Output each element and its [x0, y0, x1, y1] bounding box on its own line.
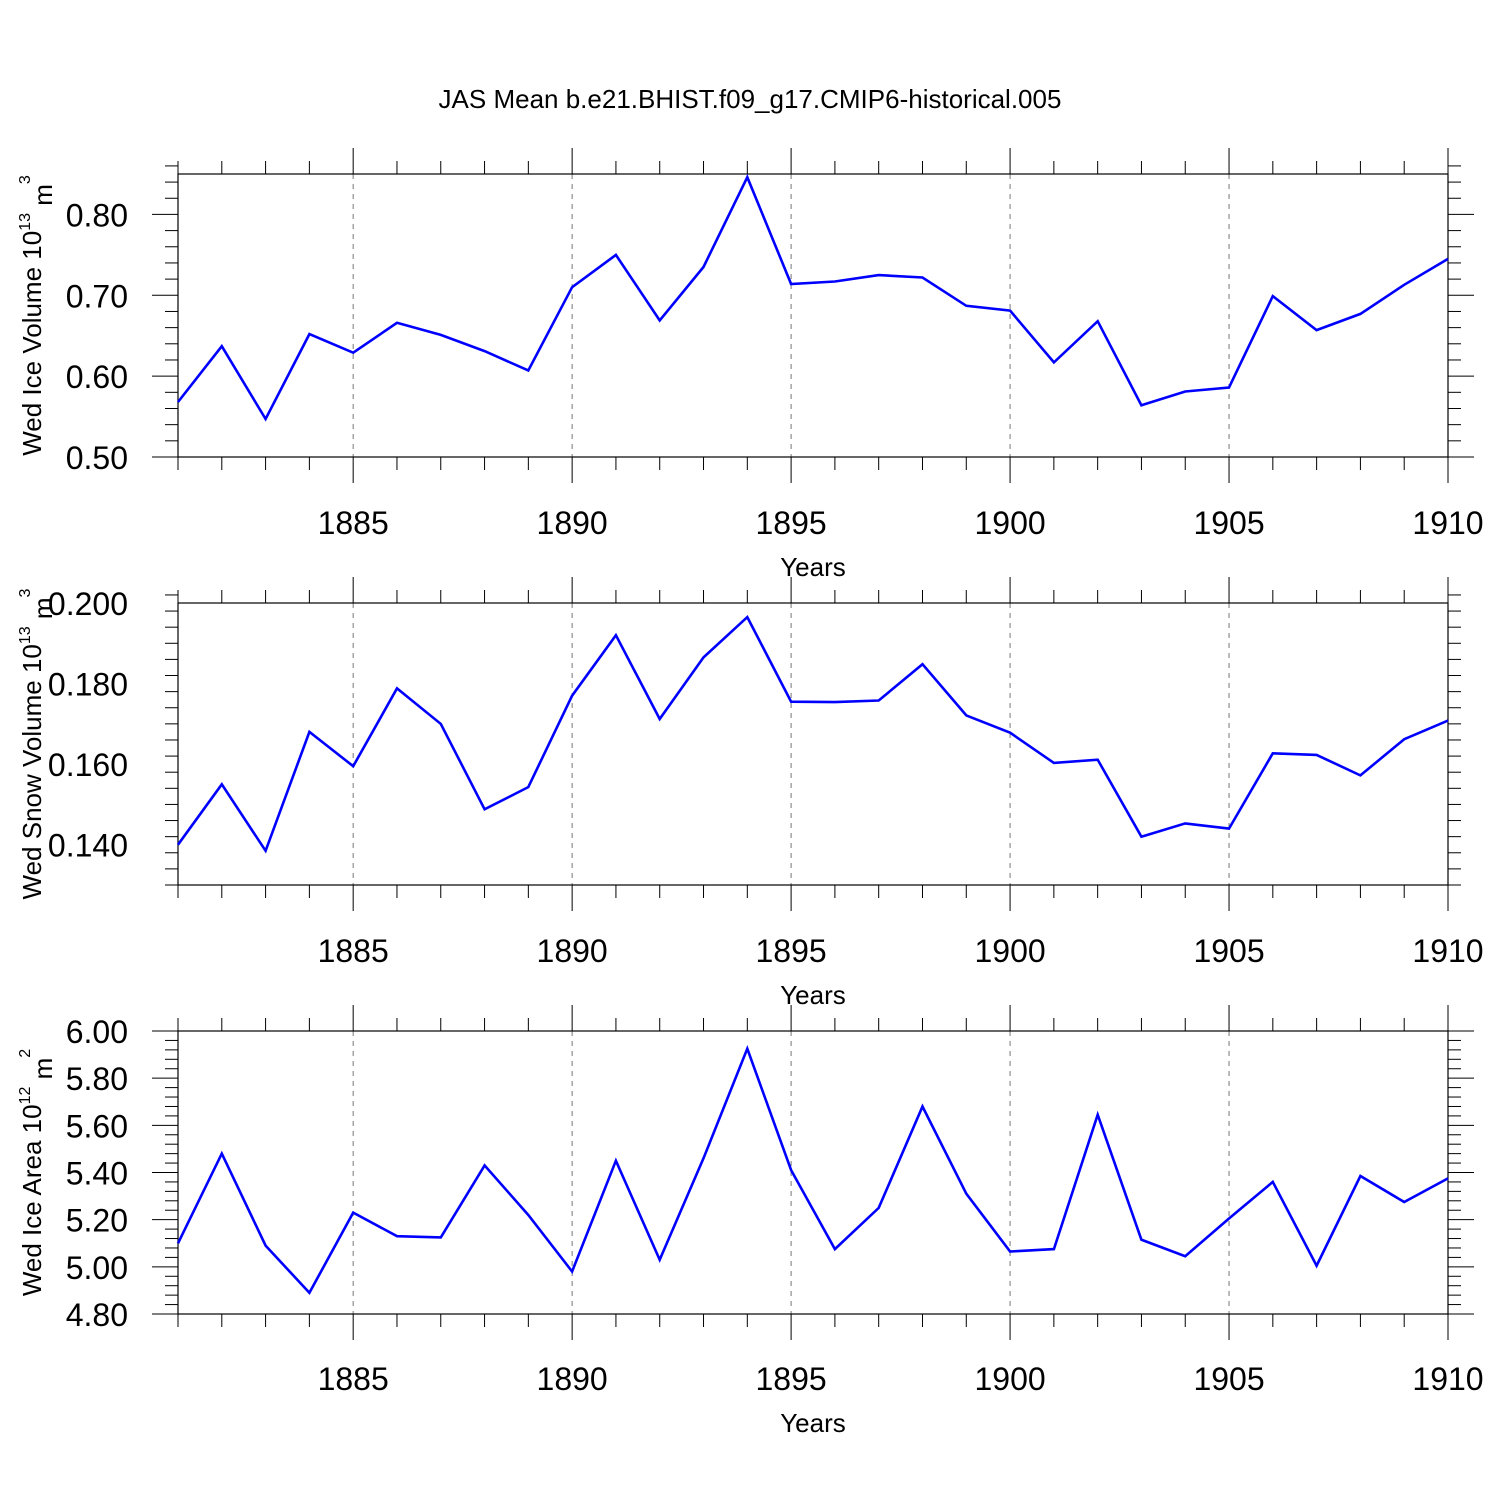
y-axis-label: Wed Snow Volume 1013 m3 — [17, 588, 58, 899]
plot-frame — [177, 1030, 1449, 1315]
y-tick-label: 0.180 — [48, 667, 128, 703]
series-line — [176, 1045, 1449, 1296]
y-tick-label: 0.200 — [48, 586, 128, 622]
x-tick-label: 1910 — [1412, 1361, 1483, 1397]
chart-panel-3: 4.80 5.00 5.20 5.40 5.60 5.80 6.00 1885 1890 1895… — [17, 1005, 1484, 1438]
plot-frame — [177, 602, 1449, 886]
x-tick-label: 1900 — [974, 1361, 1045, 1397]
y-tick-label: 5.40 — [66, 1156, 128, 1192]
y-tick-label: 5.60 — [66, 1108, 128, 1144]
y-axis-label: Wed Ice Volume 1013 m3 — [17, 175, 58, 456]
x-tick-label: 1890 — [537, 505, 608, 541]
x-tick-label: 1905 — [1193, 1361, 1264, 1397]
y-tick-label: 0.80 — [66, 197, 128, 233]
y-tick-label: 5.80 — [66, 1061, 128, 1097]
x-axis-label: Years — [780, 980, 846, 1010]
x-tick-label: 1900 — [974, 505, 1045, 541]
x-tick-label: 1885 — [318, 505, 389, 541]
x-tick-label: 1890 — [537, 1361, 608, 1397]
plot-frame — [177, 173, 1449, 458]
y-axis-label: Wed Ice Area 1012 m2 — [17, 1049, 58, 1296]
y-tick-label: 0.70 — [66, 278, 128, 314]
y-tick-label: 0.160 — [48, 747, 128, 783]
x-axis-label: Years — [780, 1408, 846, 1438]
x-axis-label: Years — [780, 552, 846, 582]
y-tick-label: 0.60 — [66, 359, 128, 395]
y-tick-label: 0.50 — [66, 440, 128, 476]
chart-panel-1: 0.50 0.60 0.70 0.80 1885 1890 1895 1900 1905 1910… — [17, 148, 1484, 582]
x-tick-label: 1885 — [318, 1361, 389, 1397]
x-tick-label: 1910 — [1412, 933, 1483, 969]
x-tick-label: 1900 — [974, 933, 1045, 969]
x-tick-label: 1895 — [756, 505, 827, 541]
x-tick-label: 1895 — [756, 933, 827, 969]
y-tick-label: 6.00 — [66, 1014, 128, 1050]
chart-panel-2: 0.140 0.160 0.180 0.200 1885 1890 1895 1900 1905… — [17, 577, 1484, 1010]
series-line — [176, 174, 1449, 422]
series-line — [176, 614, 1449, 854]
x-tick-label: 1905 — [1193, 933, 1264, 969]
x-tick-label: 1890 — [537, 933, 608, 969]
x-tick-label: 1885 — [318, 933, 389, 969]
y-tick-label: 5.00 — [66, 1250, 128, 1286]
x-tick-label: 1910 — [1412, 505, 1483, 541]
y-tick-label: 5.20 — [66, 1203, 128, 1239]
x-tick-label: 1905 — [1193, 505, 1264, 541]
y-tick-label: 4.80 — [66, 1297, 128, 1333]
y-tick-label: 0.140 — [48, 828, 128, 864]
x-tick-label: 1895 — [756, 1361, 827, 1397]
chart-title: JAS Mean b.e21.BHIST.f09_g17.CMIP6-histo… — [438, 84, 1062, 114]
